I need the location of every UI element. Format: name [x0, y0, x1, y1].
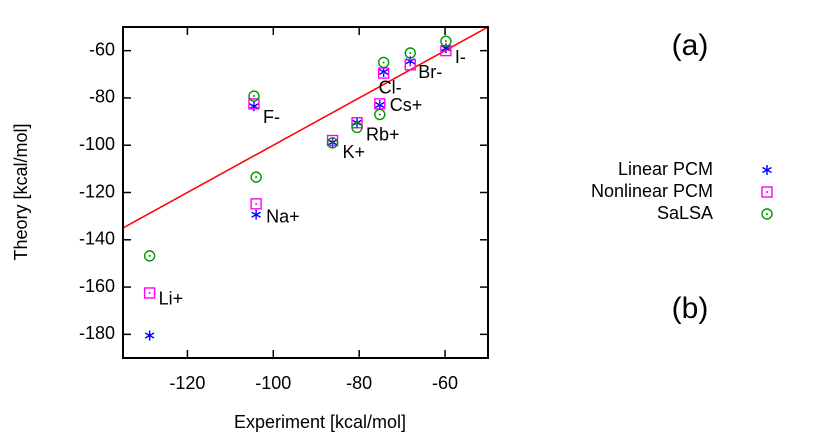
marker	[249, 101, 259, 112]
marker	[143, 250, 156, 262]
plot-frame	[122, 26, 489, 359]
marker-shape	[761, 186, 773, 198]
marker-shape	[143, 287, 156, 299]
panel-label: (b)	[672, 292, 709, 325]
marker-shape	[248, 98, 260, 110]
marker-shape	[404, 59, 416, 71]
marker-stroke	[762, 166, 772, 174]
marker-shape	[248, 90, 260, 102]
marker-shape	[326, 137, 339, 149]
legend-label: SaLSA	[657, 203, 713, 223]
marker	[326, 137, 339, 149]
marker-dot	[444, 40, 447, 43]
marker-dot	[255, 176, 258, 179]
marker-shape	[761, 208, 773, 220]
marker	[404, 59, 416, 71]
marker	[248, 90, 260, 102]
diagonal-line	[123, 27, 488, 229]
marker-dot	[378, 113, 381, 116]
marker	[440, 35, 452, 47]
marker-dot	[409, 52, 412, 55]
marker-dot	[382, 61, 385, 64]
marker-shape	[250, 198, 262, 210]
marker-dot	[148, 254, 151, 257]
marker-stroke	[441, 45, 451, 52]
point-label: I-	[455, 47, 466, 67]
marker-dot	[444, 49, 447, 52]
marker-stroke	[251, 211, 261, 218]
marker-dot	[378, 102, 381, 105]
y-tick-label: -160	[79, 276, 115, 296]
marker-dot	[356, 126, 359, 129]
point-label: K+	[343, 142, 366, 162]
marker-shape	[143, 250, 156, 262]
legend-label: Nonlinear PCM	[591, 181, 713, 201]
panel-label: (a)	[672, 29, 709, 62]
marker-stroke	[378, 68, 389, 76]
y-axis-label: Theory [kcal/mol]	[11, 123, 31, 260]
marker-dot	[252, 102, 255, 105]
marker-shape	[250, 171, 262, 183]
x-tick-label: -80	[346, 373, 372, 393]
y-tick-label: -120	[79, 181, 115, 201]
marker	[374, 108, 386, 121]
marker-shape	[377, 56, 390, 69]
marker	[143, 287, 156, 299]
marker	[377, 56, 390, 69]
marker	[761, 208, 773, 220]
marker	[251, 209, 261, 220]
legend-label: Linear PCM	[618, 159, 713, 179]
marker	[404, 47, 416, 59]
marker	[761, 186, 773, 198]
marker-dot	[331, 139, 334, 142]
marker-dot	[252, 95, 255, 98]
marker-shape	[351, 121, 363, 134]
x-axis-label: Experiment [kcal/mol]	[234, 412, 406, 432]
x-tick-label: -100	[255, 373, 291, 393]
marker-dot	[331, 141, 334, 144]
x-tick-label: -60	[432, 373, 458, 393]
marker-dot	[409, 63, 412, 66]
point-label: Na+	[266, 206, 300, 226]
marker-dot	[766, 213, 768, 215]
point-label: Rb+	[366, 125, 400, 145]
marker-dot	[255, 202, 258, 205]
point-label: Br-	[418, 62, 442, 82]
marker	[351, 121, 363, 134]
y-tick-label: -60	[89, 39, 115, 59]
marker-dot	[766, 191, 768, 193]
marker-shape	[440, 35, 452, 47]
marker-dot	[382, 72, 385, 75]
marker-stroke	[249, 103, 259, 110]
marker-shape	[374, 108, 386, 121]
marker-dot	[148, 291, 151, 294]
y-tick-label: -100	[79, 134, 115, 154]
marker-stroke	[374, 101, 385, 109]
y-tick-label: -80	[89, 87, 115, 107]
y-tick-label: -140	[79, 229, 115, 249]
marker-shape	[404, 47, 416, 59]
y-tick-label: -180	[79, 323, 115, 343]
marker	[250, 198, 262, 210]
point-label: Cl-	[379, 78, 402, 98]
marker	[762, 165, 772, 175]
x-tick-label: -120	[169, 373, 205, 393]
marker-stroke	[144, 332, 155, 339]
marker	[144, 330, 155, 341]
marker	[250, 171, 262, 183]
marker	[248, 98, 260, 110]
point-label: Li+	[159, 288, 184, 308]
point-label: Cs+	[390, 95, 423, 115]
point-label: F-	[263, 107, 280, 127]
